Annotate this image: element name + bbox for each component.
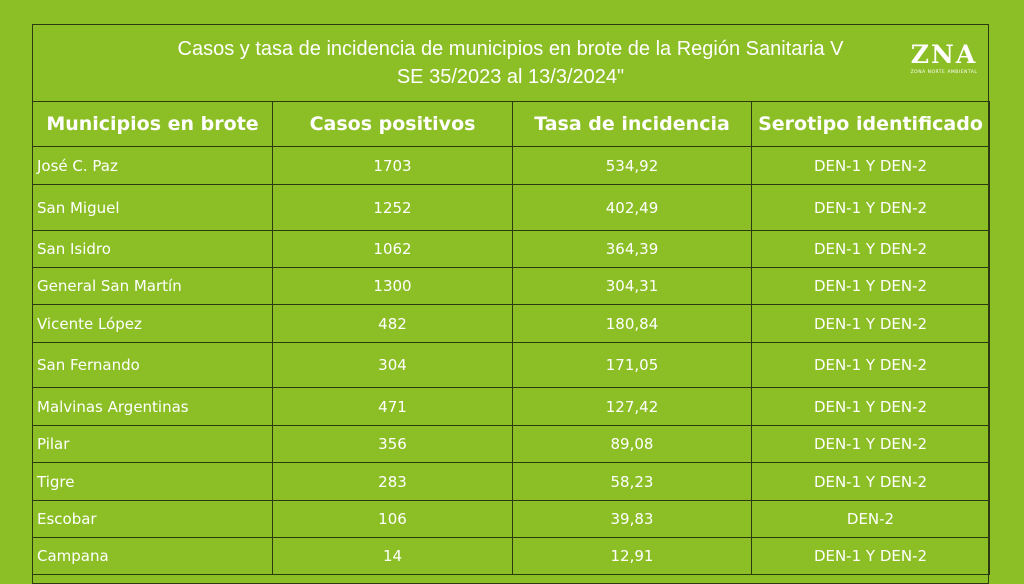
cell-municipio: General San Martín: [32, 267, 273, 305]
cell-casos: 283: [272, 462, 513, 501]
table-frame: Casos y tasa de incidencia de municipios…: [32, 24, 990, 584]
cell-casos: 1703: [272, 146, 513, 185]
cell-municipio: Malvinas Argentinas: [32, 387, 273, 426]
cell-casos: 356: [272, 425, 513, 463]
cell-municipio: San Isidro: [32, 230, 273, 268]
cell-serotipo: DEN-1 Y DEN-2: [751, 304, 990, 343]
table-row: Tigre 283 58,23 DEN-1 Y DEN-2: [32, 462, 990, 501]
cell-tasa: 39,83: [512, 500, 752, 538]
cell-tasa: 402,49: [512, 184, 752, 231]
cell-serotipo: DEN-1 Y DEN-2: [751, 184, 990, 231]
cell-casos: 14: [272, 537, 513, 575]
cell-municipio: Campana: [32, 537, 273, 575]
table-row: José C. Paz 1703 534,92 DEN-1 Y DEN-2: [32, 146, 990, 185]
table-row: San Fernando 304 171,05 DEN-1 Y DEN-2: [32, 342, 990, 388]
cell-tasa: 180,84: [512, 304, 752, 343]
cell-serotipo: DEN-1 Y DEN-2: [751, 387, 990, 426]
table-row: General San Martín 1300 304,31 DEN-1 Y D…: [32, 267, 990, 305]
cell-municipio: Pilar: [32, 425, 273, 463]
cell-tasa: 171,05: [512, 342, 752, 388]
table-row: Malvinas Argentinas 471 127,42 DEN-1 Y D…: [32, 387, 990, 426]
header-row: Municipios en brote Casos positivos Tasa…: [32, 101, 990, 147]
cell-tasa: 89,08: [512, 425, 752, 463]
cell-serotipo: DEN-2: [751, 500, 990, 538]
cell-tasa: 58,23: [512, 462, 752, 501]
header-casos: Casos positivos: [272, 101, 513, 147]
title-line-2: SE 35/2023 al 13/3/2024": [396, 66, 625, 88]
logo-subtitle: ZONA NORTE AMBIENTAL: [910, 70, 978, 75]
cell-municipio: San Miguel: [32, 184, 273, 231]
header-municipios: Municipios en brote: [32, 101, 273, 147]
cell-serotipo: DEN-1 Y DEN-2: [751, 267, 990, 305]
cell-municipio: Escobar: [32, 500, 273, 538]
table-title: Casos y tasa de incidencia de municipios…: [33, 35, 988, 91]
cell-serotipo: DEN-1 Y DEN-2: [751, 462, 990, 501]
cell-serotipo: DEN-1 Y DEN-2: [751, 425, 990, 463]
cell-tasa: 304,31: [512, 267, 752, 305]
table-row: Escobar 106 39,83 DEN-2: [32, 500, 990, 538]
logo-mark: ZNA: [910, 40, 978, 69]
header-tasa: Tasa de incidencia: [512, 101, 752, 147]
cell-tasa: 12,91: [512, 537, 752, 575]
table-row: San Miguel 1252 402,49 DEN-1 Y DEN-2: [32, 184, 990, 231]
cell-casos: 471: [272, 387, 513, 426]
cell-casos: 1062: [272, 230, 513, 268]
table-row: Vicente López 482 180,84 DEN-1 Y DEN-2: [32, 304, 990, 343]
table-row: Pilar 356 89,08 DEN-1 Y DEN-2: [32, 425, 990, 463]
cell-serotipo: DEN-1 Y DEN-2: [751, 230, 990, 268]
cell-municipio: José C. Paz: [32, 146, 273, 185]
cell-municipio: Vicente López: [32, 304, 273, 343]
title-row: Casos y tasa de incidencia de municipios…: [33, 25, 988, 102]
title-line-1: Casos y tasa de incidencia de municipios…: [177, 38, 844, 60]
cell-municipio: San Fernando: [32, 342, 273, 388]
cell-serotipo: DEN-1 Y DEN-2: [751, 146, 990, 185]
cell-serotipo: DEN-1 Y DEN-2: [751, 537, 990, 575]
data-table: Municipios en brote Casos positivos Tasa…: [32, 101, 990, 575]
cell-serotipo: DEN-1 Y DEN-2: [751, 342, 990, 388]
cell-tasa: 364,39: [512, 230, 752, 268]
header-serotipo: Serotipo identificado: [751, 101, 990, 147]
table-row: Campana 14 12,91 DEN-1 Y DEN-2: [32, 537, 990, 575]
cell-casos: 482: [272, 304, 513, 343]
table-row: San Isidro 1062 364,39 DEN-1 Y DEN-2: [32, 230, 990, 268]
cell-municipio: Tigre: [32, 462, 273, 501]
cell-tasa: 127,42: [512, 387, 752, 426]
cell-casos: 1300: [272, 267, 513, 305]
cell-casos: 304: [272, 342, 513, 388]
cell-tasa: 534,92: [512, 146, 752, 185]
cell-casos: 106: [272, 500, 513, 538]
cell-casos: 1252: [272, 184, 513, 231]
zna-logo: ZNA ZONA NORTE AMBIENTAL: [906, 41, 982, 81]
